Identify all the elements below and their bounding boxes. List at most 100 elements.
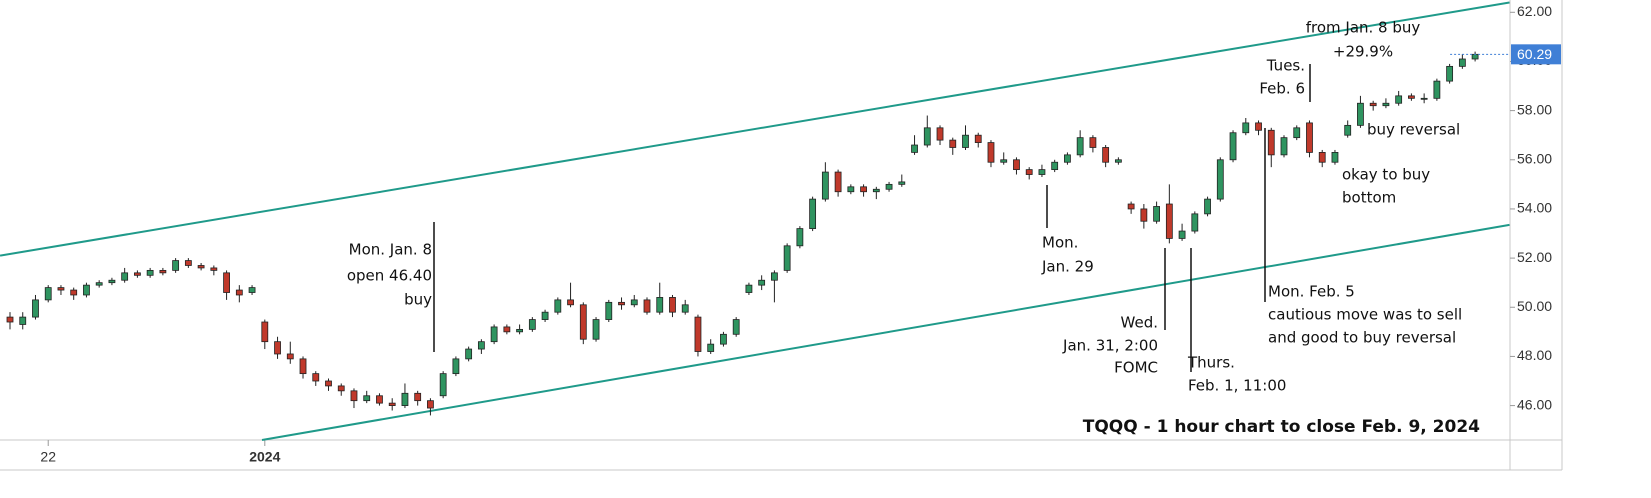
candle-body [1140,208,1148,222]
candle-body [503,326,511,333]
candle-body [121,272,129,281]
candle-body [1255,122,1262,131]
candle-body [567,299,574,306]
candle-body [1000,159,1008,163]
candle-body [1382,102,1390,107]
candle-body [70,289,78,296]
trend-line [261,223,1510,441]
candle-body [363,395,371,402]
candle-body [1357,102,1364,126]
y-tick-label: 56.00 [1517,150,1552,166]
candle-body [184,260,192,266]
candle-body [1293,127,1301,139]
candle-body [834,171,842,193]
x-tick-label: 22 [40,449,56,465]
candle-body [172,260,180,271]
candle-body [541,311,549,320]
candle-body [1318,152,1326,163]
trend-line [0,1,1510,257]
annotation-text: Mon. Jan. 8 [349,241,432,259]
candle-body [1038,169,1046,175]
candle-body [618,301,625,306]
candle-body [1420,97,1428,100]
candle-body [1102,147,1110,163]
candle-body [83,284,90,296]
y-tick-label: 62.00 [1517,3,1552,19]
candle-body [1458,58,1466,67]
candle-body [605,301,613,320]
candle-body [745,284,753,293]
candle-body [898,181,906,185]
last-price-box [1511,44,1561,65]
y-tick-label: 54.00 [1517,200,1552,216]
candle-body [223,272,230,293]
candle-body [197,265,205,269]
candle-body [974,134,982,143]
candle-body [579,304,587,340]
candle-body [439,373,447,397]
candle-body [44,287,52,301]
candle-body [1408,95,1415,99]
annotation-text: Jan. 29 [1041,258,1094,276]
candle-body [261,321,269,343]
candle-body [1114,159,1122,163]
candle-body [312,373,320,382]
annotation-text: okay to buy [1342,166,1430,184]
annotation-text: and good to buy reversal [1268,329,1456,347]
candle-body [210,267,218,271]
candle-body [19,316,27,325]
candle-body [1191,213,1199,232]
candle-body [299,358,307,375]
y-tick-label: 58.00 [1517,101,1552,117]
annotation-text: Mon. [1042,234,1078,252]
annotation-text: Feb. 1, 11:00 [1188,377,1286,395]
candle-body [452,358,460,375]
y-tick-label: 50.00 [1517,298,1552,314]
candle-body [350,390,358,402]
candle-body [286,353,294,360]
annotation-text: Feb. 6 [1259,80,1305,98]
candle-body [1395,95,1403,104]
annotation-text: +29.9% [1333,43,1393,61]
candle-body [885,183,893,190]
candle-body [528,319,536,330]
last-price-label: 60.29 [1517,46,1552,62]
candle-body [401,392,409,406]
candle-body [643,299,651,313]
candle-body [1051,161,1059,171]
candle-body [1331,152,1339,163]
annotation-text: Mon. Feb. 5 [1268,283,1355,301]
candle-body [1446,65,1454,82]
candle-body [949,139,957,148]
candle-body [630,299,638,306]
annotation-text: bottom [1342,189,1396,207]
annotation-text: cautious move was to sell [1268,306,1462,324]
chart-title: TQQQ - 1 hour chart to close Feb. 9, 202… [1083,417,1480,437]
candle-body [809,198,817,230]
annotation-text: from Jan. 8 buy [1306,19,1421,37]
candle-body [1204,198,1211,215]
candle-body [987,142,995,163]
candle-body [376,395,383,404]
candle-body [337,385,345,392]
candle-body [923,127,931,146]
candle-body [962,134,969,148]
annotation-text: Thurs. [1187,354,1235,372]
candle-body [1153,206,1160,222]
candle-body [1471,53,1479,60]
annotation-text: buy [404,291,432,309]
candle-body [325,380,332,387]
candle-body [490,326,498,343]
annotation-text: Wed. [1121,314,1158,332]
y-tick-label: 48.00 [1517,347,1552,363]
candle-body [133,272,141,276]
candle-body [159,269,167,274]
annotation-text: Tues. [1266,57,1305,75]
candle-body [1127,203,1135,210]
candle-body [95,282,103,286]
candle-body [465,348,473,360]
annotation-text: Jan. 31, 2:00 [1062,337,1158,355]
candle-body [477,341,485,350]
